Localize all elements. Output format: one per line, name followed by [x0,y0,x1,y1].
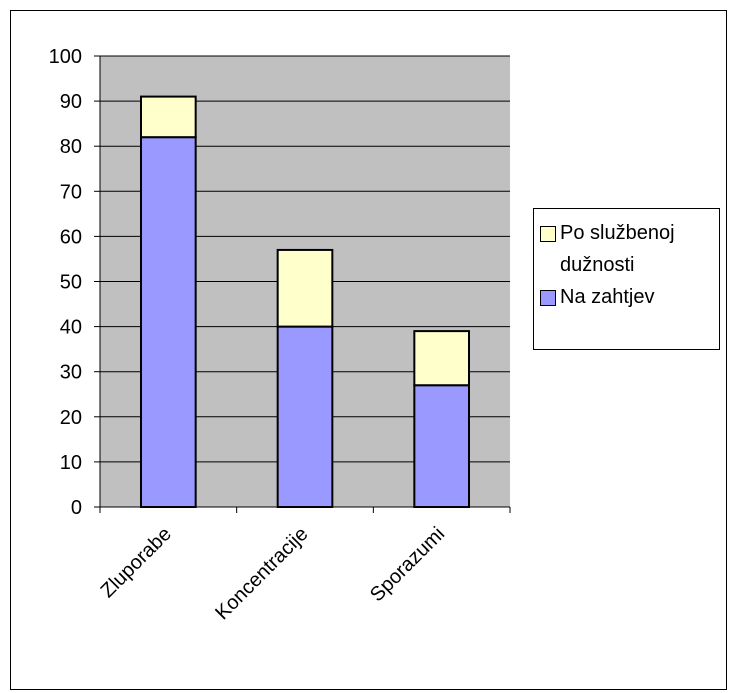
bar-segment [276,248,334,328]
bar-segment [140,136,197,508]
y-tick-label: 90 [60,91,82,113]
y-tick-label: 70 [60,181,82,203]
y-tick-label: 30 [60,362,82,384]
y-tick-label: 40 [60,317,82,339]
y-tick-label: 0 [71,497,82,519]
bar-segment [413,330,471,387]
legend-label: Na zahtjev [560,286,655,308]
legend: Po službenoj dužnosti Na zahtjev [533,208,720,350]
y-tick-label: 50 [60,272,82,294]
bar-segment [276,325,334,508]
legend-item: Na zahtjev [540,281,719,313]
bar-segment [140,95,197,139]
legend-swatch [540,226,556,242]
y-tick-label: 10 [60,452,82,474]
bar-segment [413,384,471,509]
y-tick-label: 20 [60,407,82,429]
y-tick-label: 80 [60,136,82,158]
y-tick-label: 60 [60,226,82,248]
legend-item: Po službenoj dužnosti [540,217,719,281]
legend-swatch [540,290,556,306]
legend-label: Po službenoj dužnosti [560,222,675,276]
y-tick-label: 100 [49,46,82,68]
